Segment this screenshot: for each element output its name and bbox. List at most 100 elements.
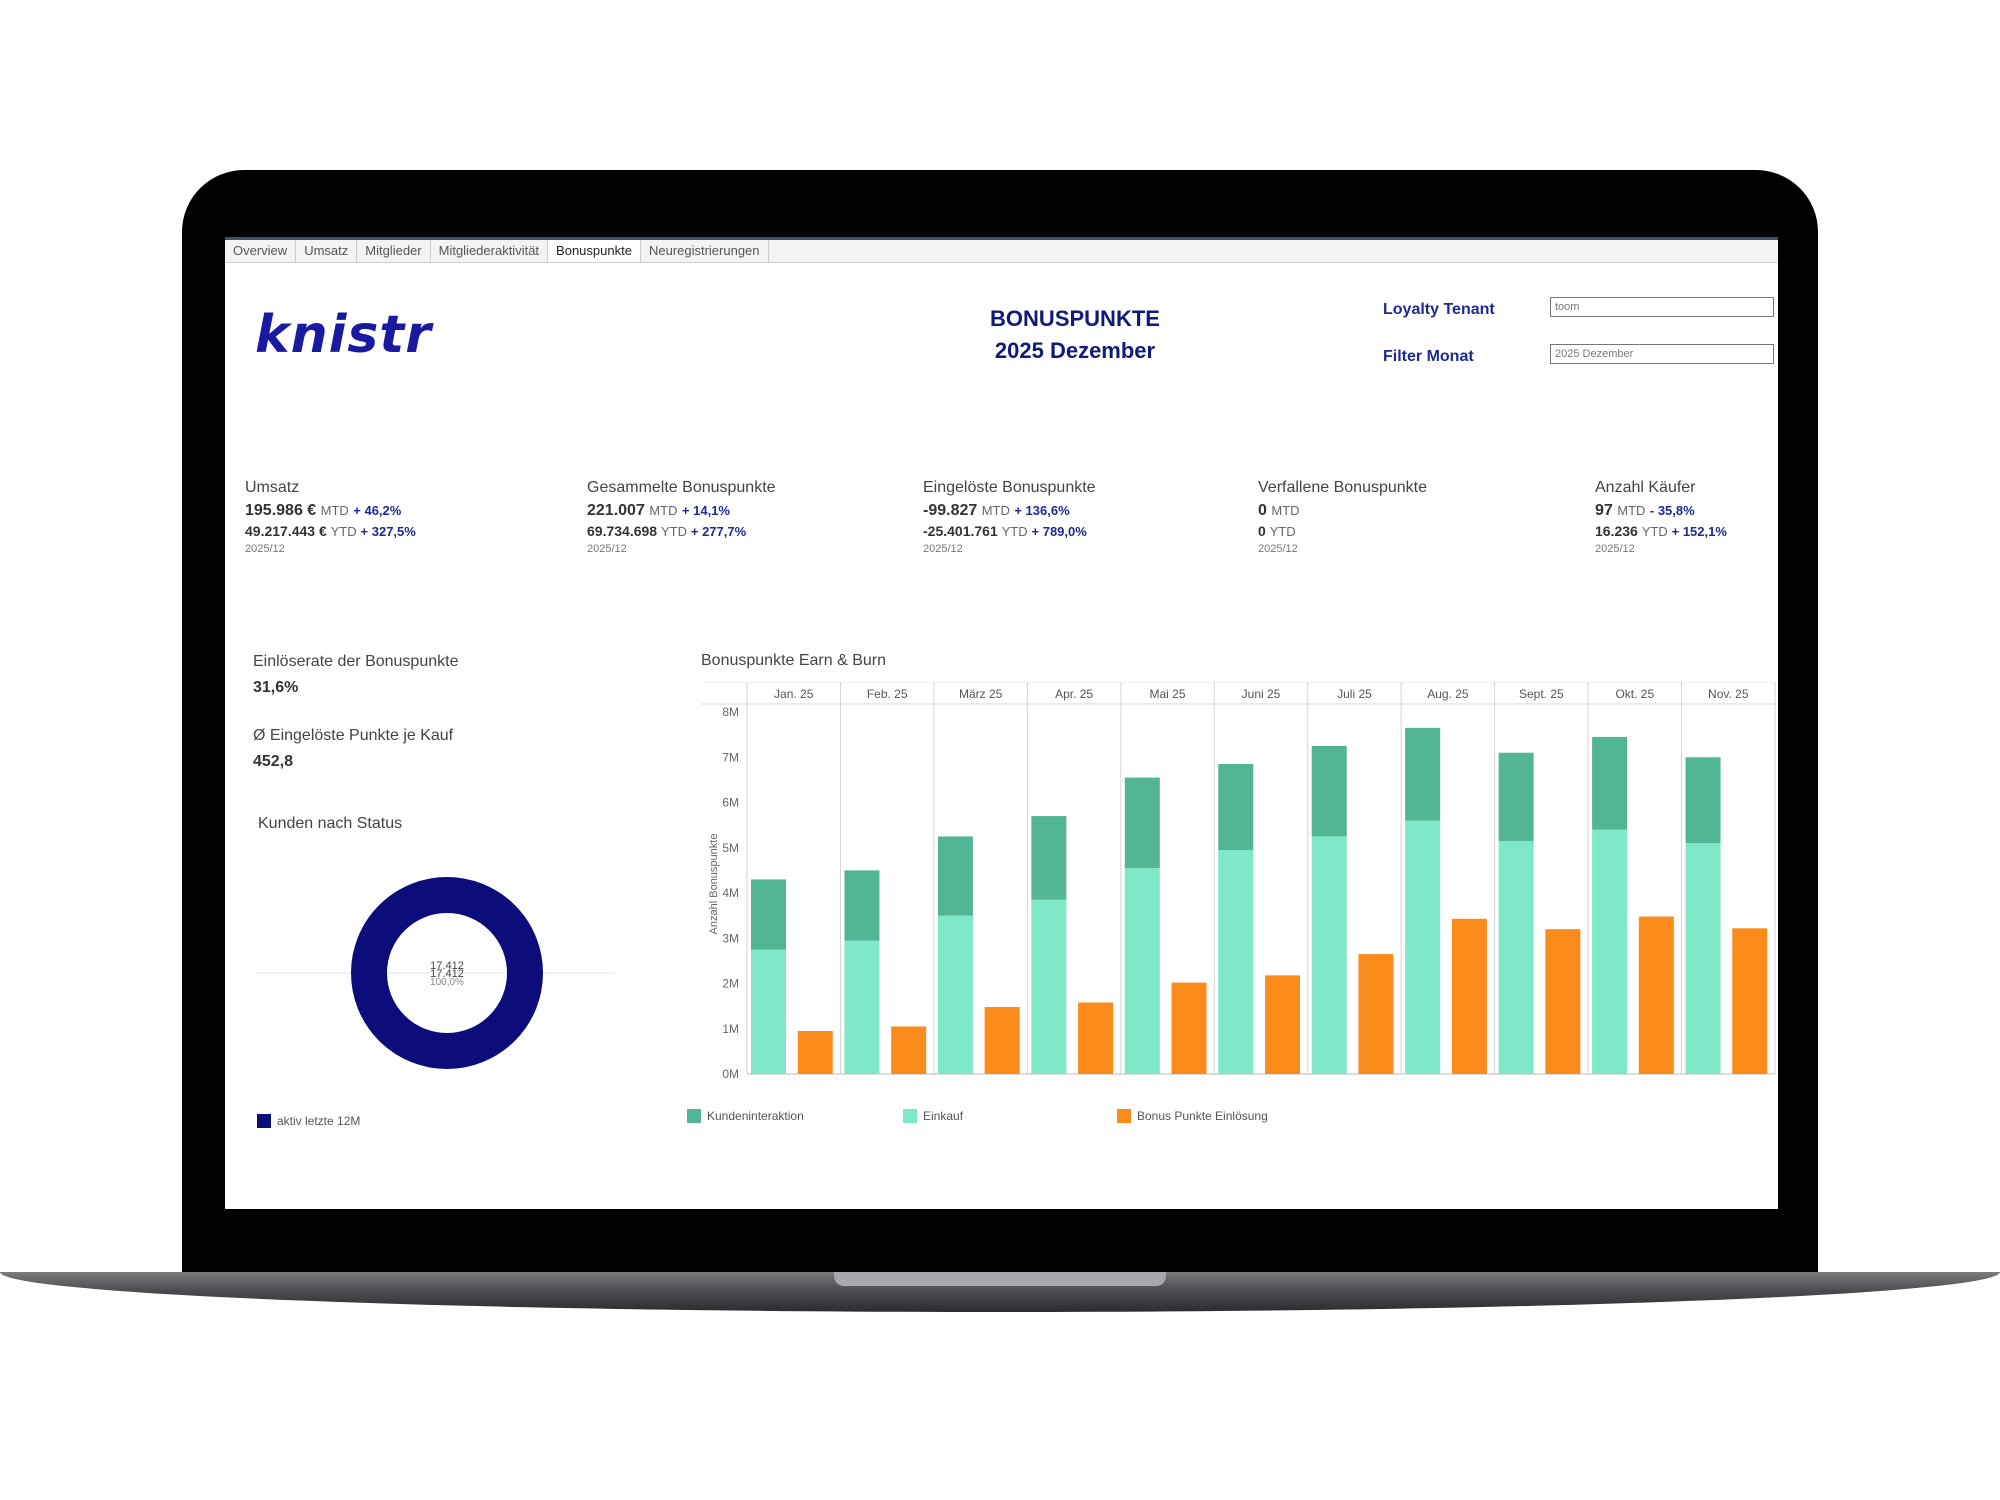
bar-einkauf (1031, 899, 1067, 1074)
tab-mitglieder[interactable]: Mitglieder (357, 240, 431, 262)
x-tick-label: Mai 25 (1150, 687, 1186, 701)
loyalty-tenant-input[interactable] (1550, 297, 1774, 317)
kpi-mtd-unit: MTD (320, 503, 349, 518)
donut-legend: aktiv letzte 12M (257, 1114, 360, 1128)
kpi-ytd-value: 49.217.443 € (245, 523, 327, 539)
kpi-mtd-unit: MTD (981, 503, 1010, 518)
loyalty-tenant-label: Loyalty Tenant (1383, 301, 1495, 318)
kpi-ytd-change: + 327,5% (360, 524, 416, 539)
bar-bonus-punkte-einloesung (1078, 1002, 1114, 1074)
earn-burn-chart-title: Bonuspunkte Earn & Burn (701, 652, 887, 669)
tab-neuregistrierungen[interactable]: Neuregistrierungen (641, 240, 769, 262)
x-tick-label: Juli 25 (1337, 687, 1372, 701)
kpi-ytd-value: -25.401.761 (923, 523, 998, 539)
kpi-mtd-unit: MTD (1617, 503, 1646, 518)
bar-kundeninteraktion (937, 836, 973, 916)
legend-label: Kundeninteraktion (707, 1109, 804, 1123)
tab-bonuspunkte[interactable]: Bonuspunkte (548, 240, 641, 262)
kpi-ytd-value: 0 (1258, 523, 1266, 539)
x-tick-label: Sept. 25 (1519, 687, 1564, 701)
kpi-ytd-change: + 277,7% (690, 524, 747, 539)
x-tick-label: Okt. 25 (1615, 687, 1654, 701)
y-tick-label: 3M (722, 931, 739, 945)
donut-ring-aktiv (351, 877, 543, 1069)
bar-kundeninteraktion (1311, 745, 1347, 837)
avg-redeemed-label: Ø Eingelöste Punkte je Kauf (253, 727, 454, 744)
tab-overview[interactable]: Overview (225, 240, 297, 262)
page-title: BONUSPUNKTE 2025 Dezember (925, 303, 1225, 367)
kpi-mtd-change: - 35,8% (1649, 503, 1695, 518)
kpi-ytd-change: + 789,0% (1031, 524, 1087, 539)
bar-einkauf (1405, 820, 1441, 1074)
bar-bonus-punkte-einloesung (1545, 929, 1581, 1074)
y-tick-label: 1M (722, 1022, 739, 1036)
filter-month-label: Filter Monat (1383, 348, 1474, 365)
bar-kundeninteraktion (1124, 777, 1160, 869)
bar-einkauf (937, 915, 973, 1074)
kpi-mtd-change: + 46,2% (353, 503, 402, 518)
page-title-subtitle: 2025 Dezember (994, 338, 1156, 363)
kpi-label: Eingelöste Bonuspunkte (923, 479, 1096, 496)
earn-burn-chart: Anzahl Bonuspunkte 0M 1M 2M 3M 4M 5M 6M 7M 8M Jan… (702, 682, 1776, 1081)
laptop-notch (834, 1272, 1166, 1286)
y-tick-label: 5M (722, 841, 739, 855)
kpi-period: 2025/12 (245, 543, 285, 555)
x-tick-label: Apr. 25 (1055, 687, 1093, 701)
kpi-period: 2025/12 (923, 543, 963, 555)
kpi-ytd-value: 16.236 (1595, 523, 1638, 539)
earn-burn-legend: Kundeninteraktion Einkauf Bonus Punkte Ein… (687, 1109, 1587, 1129)
bar-kundeninteraktion (1218, 764, 1254, 851)
kpi-eingeloeste-bonuspunkte: Eingelöste Bonuspunkte -99.827 MTD + 136… (923, 479, 1096, 555)
bar-einkauf (1124, 868, 1160, 1074)
y-tick-label: 6M (722, 796, 739, 810)
legend-swatch (903, 1109, 917, 1123)
redemption-rate-label: Einlöserate der Bonuspunkte (253, 653, 459, 670)
customer-status-title: Kunden nach Status (258, 815, 403, 832)
bar-kundeninteraktion (1592, 736, 1628, 830)
y-tick-label: 2M (722, 977, 739, 991)
bar-bonus-punkte-einloesung (1265, 975, 1300, 1074)
x-tick-label: Nov. 25 (1708, 687, 1749, 701)
bar-kundeninteraktion (1031, 816, 1067, 900)
bar-einkauf (751, 949, 786, 1074)
donut-legend-label: aktiv letzte 12M (277, 1114, 361, 1128)
bar-einkauf (844, 940, 880, 1074)
kpi-ytd-value: 69.734.698 (587, 523, 658, 539)
kpi-mtd-value: 0 (1258, 502, 1267, 519)
legend-item: Einkauf (903, 1109, 963, 1123)
bar-kundeninteraktion (1685, 757, 1721, 844)
filter-month-input[interactable] (1550, 344, 1774, 364)
dashboard-screen: Overview Umsatz Mitglieder Mitgliederakt… (225, 237, 1778, 1209)
tab-mitgliederaktivitaet[interactable]: Mitgliederaktivität (431, 240, 549, 262)
kpi-period: 2025/12 (1258, 543, 1298, 555)
x-tick-label: Feb. 25 (867, 687, 908, 701)
kpi-ytd-unit: YTD (330, 524, 357, 539)
x-tick-label: Juni 25 (1242, 687, 1281, 701)
bar-bonus-punkte-einloesung (1358, 954, 1394, 1074)
kpi-ytd-change: + 152,1% (1671, 524, 1727, 539)
tab-umsatz[interactable]: Umsatz (296, 240, 358, 262)
legend-swatch (687, 1109, 701, 1123)
x-tick-label: Aug. 25 (1427, 687, 1469, 701)
x-tick-label: Jan. 25 (774, 687, 814, 701)
bar-kundeninteraktion (1405, 727, 1441, 821)
y-tick-label: 8M (722, 705, 739, 719)
kpi-label: Gesammelte Bonuspunkte (587, 479, 776, 496)
kpi-label: Anzahl Käufer (1595, 479, 1696, 496)
bar-kundeninteraktion (844, 870, 880, 941)
y-tick-label: 0M (722, 1067, 739, 1081)
kpi-mtd-value: 221.007 (587, 502, 645, 519)
bar-einkauf (1311, 836, 1347, 1074)
legend-label: Einkauf (923, 1109, 964, 1123)
legend-label: Bonus Punkte Einlösung (1137, 1109, 1268, 1123)
bar-bonus-punkte-einloesung (1732, 928, 1768, 1074)
kpi-ytd-unit: YTD (1001, 524, 1028, 539)
kpi-label: Umsatz (245, 479, 300, 496)
legend-swatch (1117, 1109, 1131, 1123)
kpi-mtd-change: + 136,6% (1014, 503, 1070, 518)
kpi-umsatz: Umsatz 195.986 € MTD + 46,2% 49.217.443 … (245, 479, 416, 555)
avg-redeemed-value: 452,8 (253, 753, 294, 770)
legend-item: Bonus Punkte Einlösung (1117, 1109, 1268, 1123)
brand-logo: knistr (255, 305, 432, 365)
kpi-mtd-unit: MTD (649, 503, 678, 518)
